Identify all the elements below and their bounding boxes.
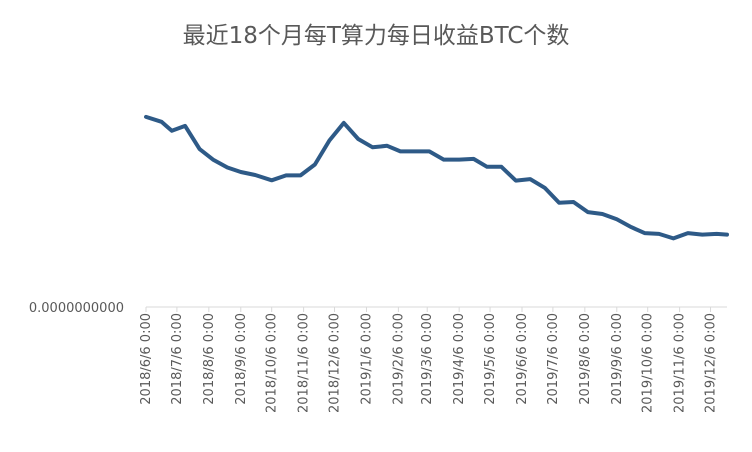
x-tick-label: 2018/6/6 0:00 <box>139 313 154 405</box>
x-tick-label: 2018/12/6 0:00 <box>328 313 343 413</box>
x-tick-label: 2019/5/6 0:00 <box>483 313 498 405</box>
x-tick-label: 2018/11/6 0:00 <box>297 313 312 413</box>
x-tick-label: 2019/10/6 0:00 <box>641 313 656 413</box>
x-tick-label: 2019/3/6 0:00 <box>420 313 435 405</box>
x-tick-label: 2018/7/6 0:00 <box>170 313 185 405</box>
x-tick-label: 2018/9/6 0:00 <box>234 313 249 405</box>
x-tick-label: 2019/6/6 0:00 <box>515 313 530 405</box>
x-tick-label: 2019/12/6 0:00 <box>704 313 719 413</box>
x-tick-label: 2019/8/6 0:00 <box>578 313 593 405</box>
x-tick-label: 2019/2/6 0:00 <box>391 313 406 405</box>
x-tick-label: 2019/1/6 0:00 <box>359 313 374 405</box>
y-tick-label: 0.0000000000 <box>29 301 124 316</box>
chart-title: 最近18个月每T算力每日收益BTC个数 <box>182 23 570 49</box>
x-tick-label: 2018/8/6 0:00 <box>202 313 217 405</box>
x-tick-label: 2018/10/6 0:00 <box>265 313 280 413</box>
x-tick-label: 2019/11/6 0:00 <box>673 313 688 413</box>
x-tick-label: 2019/9/6 0:00 <box>610 313 625 405</box>
x-tick-label: 2019/7/6 0:00 <box>546 313 561 405</box>
series-line <box>144 114 729 241</box>
x-tick-label: 2019/4/6 0:00 <box>452 313 467 405</box>
